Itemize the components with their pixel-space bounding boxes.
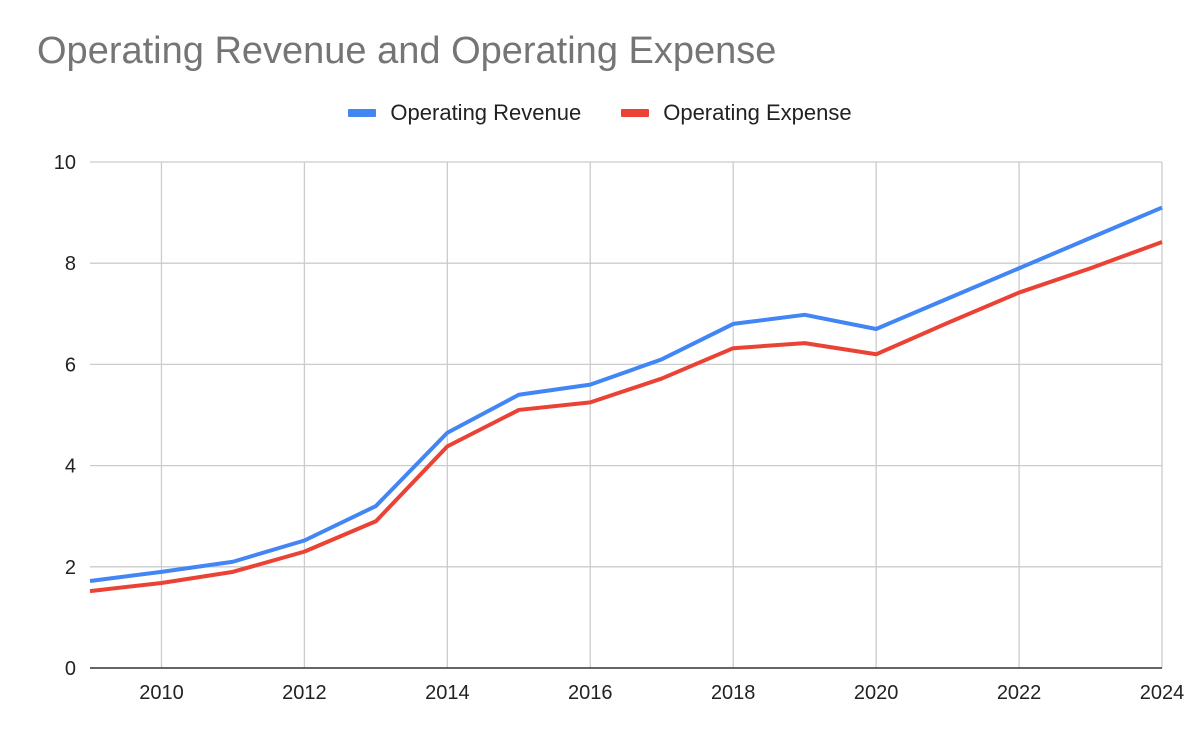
x-tick-label-2022: 2022: [997, 682, 1042, 704]
legend-item-operating-expense: Operating Expense: [621, 100, 852, 126]
x-tick-label-2020: 2020: [854, 682, 899, 704]
chart-title: Operating Revenue and Operating Expense: [37, 30, 777, 72]
series-lines: [89, 205, 1163, 594]
x-tick-label-2024: 2024: [1140, 682, 1185, 704]
tick-labels: 0 2 4 6 8 10 2010 2012 2014 2016 2018 2020 2022 2024: [54, 152, 1185, 704]
gridlines: [90, 161, 1163, 668]
y-tick-label-10: 10: [54, 152, 76, 174]
x-tick-label-2012: 2012: [282, 682, 327, 704]
y-tick-label-0: 0: [65, 658, 76, 680]
legend: Operating Revenue Operating Expense: [0, 98, 1200, 128]
legend-swatch-operating-revenue: [348, 109, 377, 117]
legend-item-operating-revenue: Operating Revenue: [348, 100, 581, 126]
series-line-operating-revenue: [89, 205, 1163, 583]
y-tick-label-2: 2: [65, 557, 76, 579]
x-tick-label-2016: 2016: [568, 682, 613, 704]
y-tick-label-4: 4: [65, 456, 76, 478]
y-tick-label-6: 6: [65, 354, 76, 376]
y-tick-label-8: 8: [65, 253, 76, 275]
series-line-operating-expense: [89, 240, 1163, 594]
legend-label-operating-revenue: Operating Revenue: [390, 100, 582, 125]
legend-swatch-operating-expense: [621, 109, 650, 117]
x-tick-label-2018: 2018: [711, 682, 756, 704]
x-tick-label-2014: 2014: [425, 682, 470, 704]
x-tick-label-2010: 2010: [139, 682, 184, 704]
legend-label-operating-expense: Operating Expense: [663, 100, 852, 125]
